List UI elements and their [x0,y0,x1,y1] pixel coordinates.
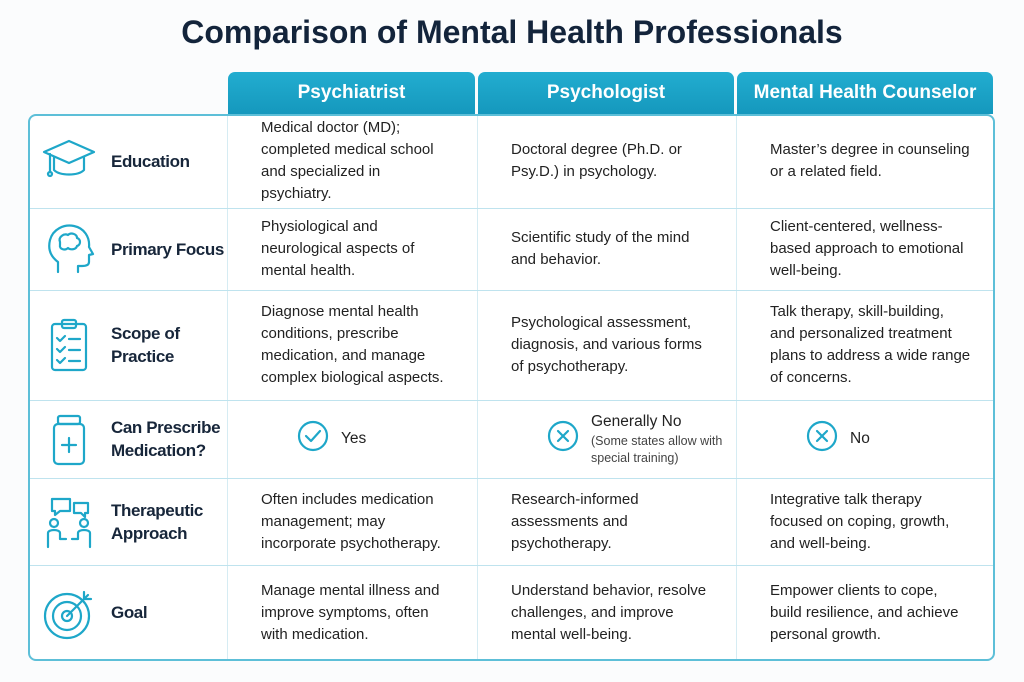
cross-icon [547,420,579,459]
cell-text: Psychological assessment, diagnosis, and… [511,314,702,375]
answer-note: (Some states allow with special training… [591,434,723,465]
row-icon [40,220,98,278]
cell-text: Physiological and neurological aspects o… [261,218,415,279]
column-header: Psychologist [478,72,734,114]
row-label: Scope of Practice [111,324,180,366]
row-icon [40,410,98,468]
row-label: Goal [111,603,148,622]
answer: No [850,430,870,447]
cell-text: Manage mental illness and improve sympto… [261,581,440,643]
table-frame [28,114,995,661]
cell-text: Talk therapy, skill-building, and person… [770,303,971,386]
cell-text: Scientific study of the mind and behavio… [511,229,690,268]
cell-text: Diagnose mental health conditions, presc… [261,303,444,386]
column-header: Mental Health Counselor [737,72,993,114]
answer: Generally No [591,413,682,430]
row-label: Primary Focus [111,239,224,259]
title: Comparison of Mental Health Professional… [181,14,843,50]
answer: Yes [341,430,367,447]
cell-text: Empower clients to cope, build resilienc… [770,581,959,643]
row-label: Therapeutic Approach [111,500,203,543]
answer-block: Generally No (Some states allow with spec… [591,411,728,467]
cell-text: Integrative talk therapy focused on copi… [770,490,950,552]
cell: Generally No (Some states allow with spec… [547,400,728,478]
row-icon [40,493,98,551]
column-divider [227,116,228,659]
row-icon [40,584,98,642]
check-icon [297,420,329,459]
column-header: Psychiatrist [228,72,475,114]
cell-text: Medical doctor (MD); completed medical s… [261,119,434,202]
cell: No [806,400,987,478]
row-divider [30,208,993,209]
cell: Yes [297,400,469,478]
cell-text: Doctoral degree (Ph.D. or Psy.D.) in psy… [511,141,682,180]
answer-block: No [850,428,870,450]
row-label: Can Prescribe Medication? [111,418,221,460]
row-icon [40,316,98,374]
column-divider [477,116,478,659]
column-divider [736,116,737,659]
cell-text: Research-informed assessments and psycho… [511,490,639,552]
row-divider [30,478,993,479]
cell-text: Often includes medication management; ma… [261,490,441,552]
row-label: Education [111,151,190,171]
cross-icon [806,420,838,459]
cell-text: Client-centered, wellness-based approach… [770,218,964,279]
row-icon [40,132,98,190]
cell-text: Understand behavior, resolve challenges,… [511,581,707,643]
answer-block: Yes [341,428,366,450]
row-divider [30,565,993,566]
row-divider [30,400,993,401]
row-divider [30,290,993,291]
cell-text: Master’s degree in counseling or a relat… [770,141,970,180]
